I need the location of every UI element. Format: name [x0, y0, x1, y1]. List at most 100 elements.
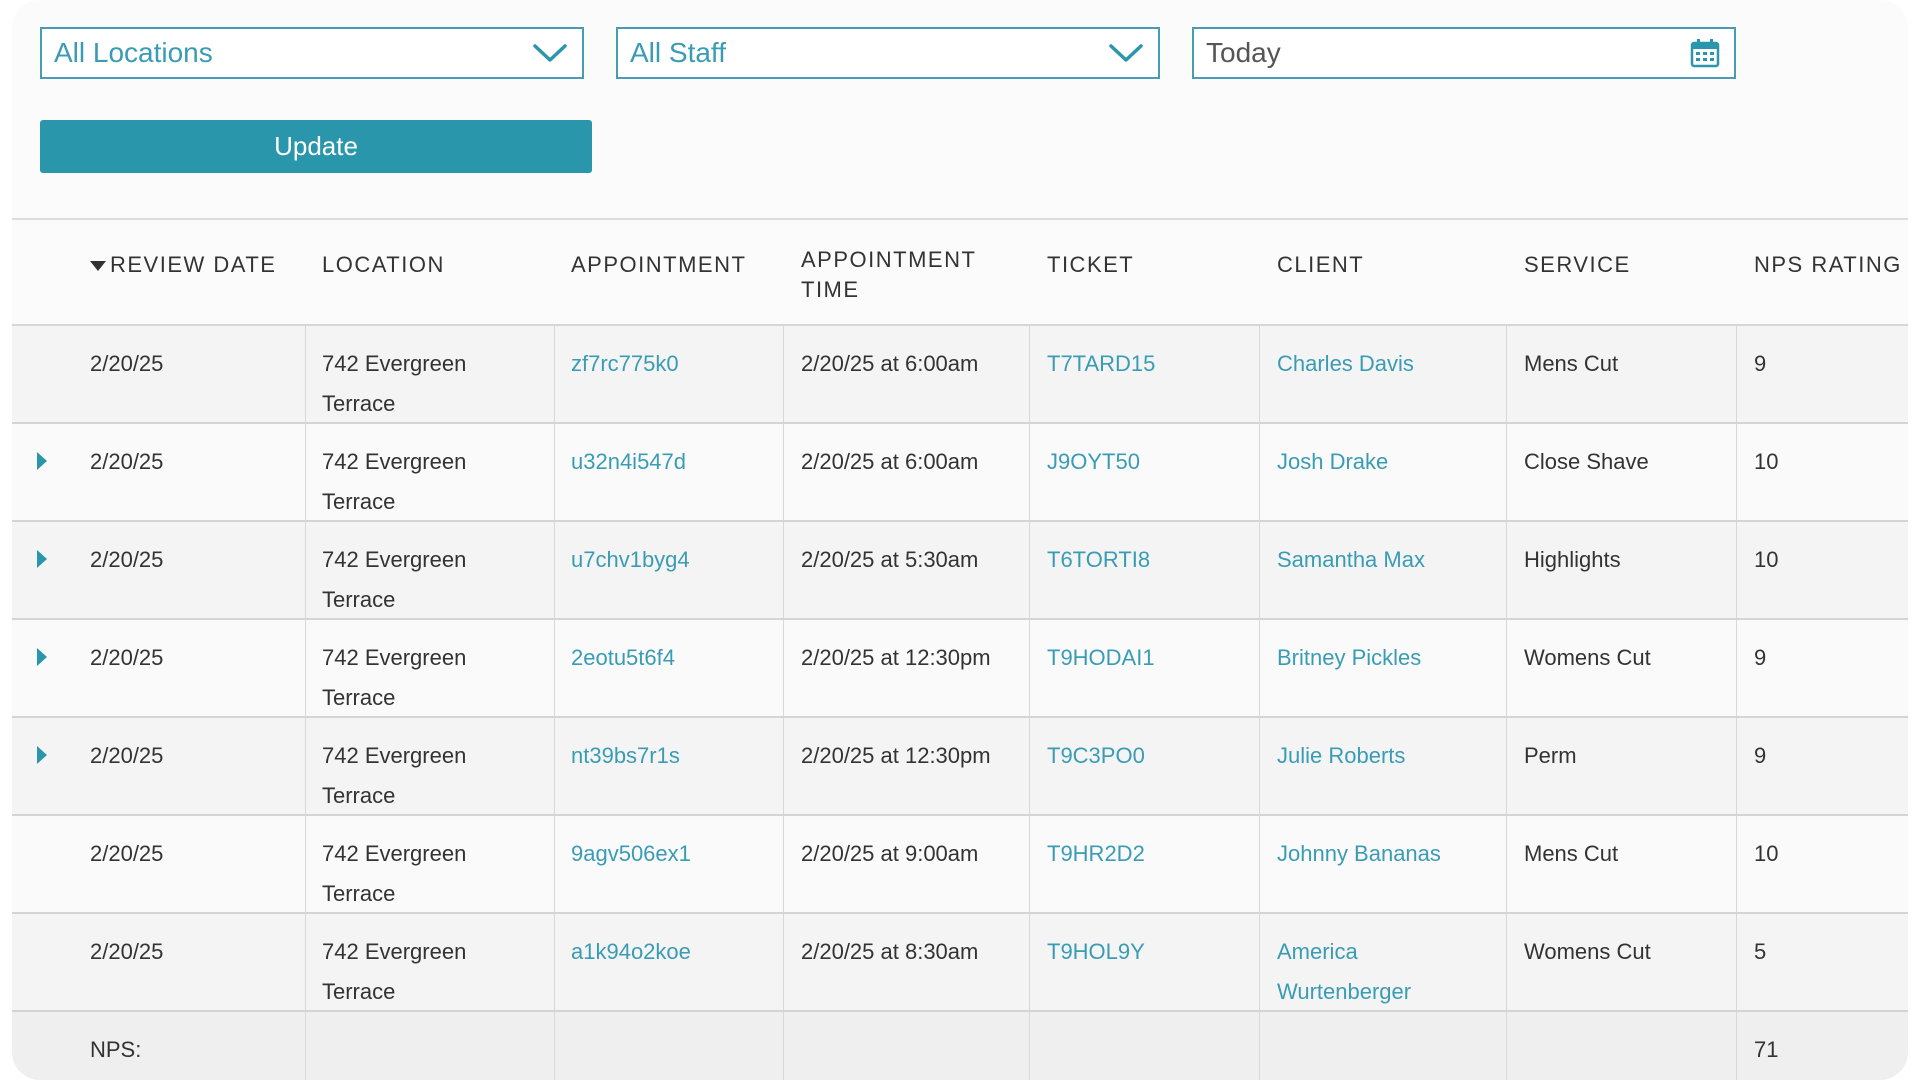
expand-arrow-icon[interactable]	[37, 746, 47, 764]
col-header-nps-rating[interactable]: NPS RATING	[1754, 252, 1902, 277]
cell-ticket-link[interactable]: T7TARD15	[1047, 351, 1156, 376]
cell-ticket-link[interactable]: J9OYT50	[1047, 449, 1140, 474]
staff-select-value: All Staff	[630, 37, 726, 68]
cell-ticket-link[interactable]: T9HR2D2	[1047, 841, 1145, 866]
column-divider	[1029, 326, 1030, 422]
column-divider	[1259, 718, 1260, 814]
column-divider	[305, 914, 306, 1010]
column-divider	[1259, 620, 1260, 716]
table-row[interactable]: 2/20/25 742 Evergreen a1k94o2koe 2/20/25 at…	[12, 914, 1908, 1012]
date-range-value: Today	[1206, 37, 1281, 68]
column-divider	[1736, 816, 1737, 912]
column-divider	[554, 424, 555, 520]
column-divider	[1736, 424, 1737, 520]
col-header-location[interactable]: LOCATION	[322, 252, 445, 277]
cell-review-date: 2/20/25	[90, 351, 164, 376]
table-row[interactable]: 2/20/25 742 Evergreen 2eotu5t6f4 2/20/25 at…	[12, 620, 1908, 718]
cell-appointment-link[interactable]: 9agv506ex1	[571, 841, 691, 866]
col-header-appointment-time[interactable]: APPOINTMENT TIME	[801, 247, 977, 302]
cell-location-line1: 742 Evergreen	[322, 939, 467, 964]
cell-service: Perm	[1524, 743, 1577, 768]
cell-client-link[interactable]: Samantha Max	[1277, 547, 1425, 572]
col-header-appointment[interactable]: APPOINTMENT	[571, 252, 747, 277]
staff-select[interactable]: All Staff	[616, 27, 1160, 79]
cell-ticket-link[interactable]: T6TORTI8	[1047, 547, 1151, 572]
calendar-icon[interactable]	[1690, 38, 1720, 68]
column-divider	[1736, 718, 1737, 814]
cell-nps-rating: 9	[1754, 645, 1767, 670]
nps-total-label: NPS:	[90, 1037, 142, 1062]
cell-appointment-time: 2/20/25 at 12:30pm	[801, 743, 991, 768]
column-divider	[1029, 522, 1030, 618]
column-divider	[1259, 522, 1260, 618]
column-divider	[554, 914, 555, 1010]
cell-appointment-link[interactable]: 2eotu5t6f4	[571, 645, 675, 670]
cell-client-link[interactable]: Johnny Bananas	[1277, 841, 1441, 866]
column-divider	[1259, 424, 1260, 520]
column-divider	[305, 816, 306, 912]
expand-arrow-icon[interactable]	[37, 550, 47, 568]
cell-nps-rating: 9	[1754, 351, 1767, 376]
column-divider	[305, 718, 306, 814]
column-divider	[305, 1012, 306, 1080]
col-header-review-date[interactable]: REVIEW DATE	[90, 250, 276, 280]
update-button[interactable]: Update	[40, 120, 592, 173]
column-divider	[554, 718, 555, 814]
column-divider	[783, 326, 784, 422]
expand-arrow-icon[interactable]	[37, 648, 47, 666]
cell-ticket-link[interactable]: T9C3PO0	[1047, 743, 1145, 768]
column-divider	[783, 522, 784, 618]
cell-client-link[interactable]: America	[1277, 939, 1358, 964]
cell-appointment-link[interactable]: u32n4i547d	[571, 449, 687, 474]
cell-appointment-link[interactable]: u7chv1byg4	[571, 547, 690, 572]
reviews-table: REVIEW DATE LOCATION APPOINTMENT APPOINT…	[12, 218, 1908, 1080]
cell-review-date: 2/20/25	[90, 743, 164, 768]
column-divider	[305, 522, 306, 618]
column-divider	[554, 1012, 555, 1080]
cell-appointment-time: 2/20/25 at 12:30pm	[801, 645, 991, 670]
column-divider	[1029, 1012, 1030, 1080]
col-header-client[interactable]: CLIENT	[1277, 252, 1365, 277]
table-row[interactable]: 2/20/25 742 Evergreen zf7rc775k0 2/20/25 at…	[12, 326, 1908, 424]
cell-service: Mens Cut	[1524, 841, 1619, 866]
column-divider	[305, 620, 306, 716]
cell-appointment-link[interactable]: nt39bs7r1s	[571, 743, 680, 768]
column-divider	[1506, 718, 1507, 814]
column-divider	[783, 424, 784, 520]
cell-review-date: 2/20/25	[90, 547, 164, 572]
column-divider	[783, 914, 784, 1010]
cell-location-line2: Terrace	[322, 587, 396, 612]
location-select[interactable]: All Locations	[40, 27, 584, 79]
cell-client-link[interactable]: Britney Pickles	[1277, 645, 1422, 670]
date-range-input[interactable]: Today	[1192, 27, 1736, 79]
cell-appointment-link[interactable]: zf7rc775k0	[571, 351, 679, 376]
column-divider	[1259, 1012, 1260, 1080]
cell-appointment-time: 2/20/25 at 6:00am	[801, 351, 979, 376]
column-divider	[1506, 914, 1507, 1010]
cell-ticket-link[interactable]: T9HOL9Y	[1047, 939, 1145, 964]
cell-ticket-link[interactable]: T9HODAI1	[1047, 645, 1155, 670]
nps-total-value: 71	[1754, 1037, 1779, 1062]
table-row[interactable]: 2/20/25 742 Evergreen nt39bs7r1s 2/20/25 at…	[12, 718, 1908, 816]
cell-client-link[interactable]: Josh Drake	[1277, 449, 1389, 474]
cell-review-date: 2/20/25	[90, 645, 164, 670]
column-divider	[1736, 522, 1737, 618]
table-row[interactable]: 2/20/25 742 Evergreen 9agv506ex1 2/20/25 at…	[12, 816, 1908, 914]
table-row[interactable]: 2/20/25 742 Evergreen u32n4i547d 2/20/25 at…	[12, 424, 1908, 522]
chevron-down-icon	[1109, 44, 1143, 62]
cell-nps-rating: 5	[1754, 939, 1767, 964]
cell-client-link-line2[interactable]: Wurtenberger	[1277, 979, 1412, 1004]
cell-service: Womens Cut	[1524, 939, 1651, 964]
cell-appointment-time: 2/20/25 at 6:00am	[801, 449, 979, 474]
table-row[interactable]: 2/20/25 742 Evergreen u7chv1byg4 2/20/25 at…	[12, 522, 1908, 620]
column-divider	[1029, 914, 1030, 1010]
col-header-service[interactable]: SERVICE	[1524, 252, 1631, 277]
cell-client-link[interactable]: Charles Davis	[1277, 351, 1414, 376]
cell-client-link[interactable]: Julie Roberts	[1277, 743, 1406, 768]
cell-appointment-link[interactable]: a1k94o2koe	[571, 939, 691, 964]
column-divider	[1736, 914, 1737, 1010]
col-header-ticket[interactable]: TICKET	[1047, 252, 1135, 277]
cell-location-line2: Terrace	[322, 489, 396, 514]
expand-arrow-icon[interactable]	[37, 452, 47, 470]
column-divider	[554, 816, 555, 912]
